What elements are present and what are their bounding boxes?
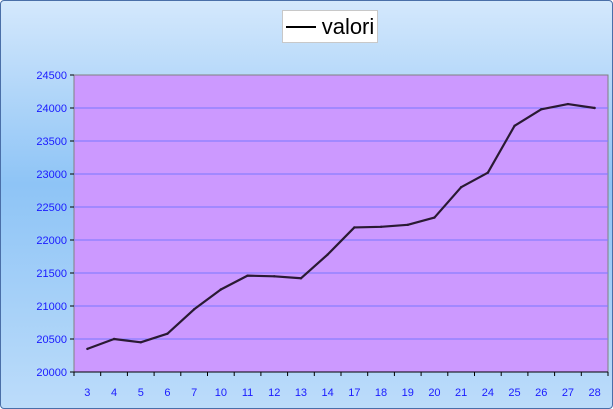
y-tick-label: 24500 bbox=[36, 70, 67, 82]
plot-area bbox=[73, 74, 609, 373]
x-tick-label: 14 bbox=[322, 387, 334, 399]
data-point bbox=[593, 106, 596, 110]
data-point bbox=[219, 288, 223, 291]
y-tick-label: 21000 bbox=[36, 301, 67, 313]
x-tick-label: 21 bbox=[455, 387, 467, 399]
y-tick-label: 20000 bbox=[36, 367, 67, 379]
y-tick-label: 23000 bbox=[36, 169, 67, 181]
data-point bbox=[406, 223, 409, 227]
data-point bbox=[112, 337, 116, 341]
x-tick-label: 13 bbox=[295, 387, 307, 399]
y-tick-label: 23500 bbox=[36, 136, 67, 148]
x-tick-label: 20 bbox=[428, 387, 440, 399]
x-tick-label: 26 bbox=[535, 387, 547, 399]
series-line-valori bbox=[86, 102, 595, 350]
y-tick-label: 22500 bbox=[36, 202, 67, 214]
data-point bbox=[513, 124, 516, 128]
x-tick-label: 4 bbox=[111, 387, 117, 399]
data-point bbox=[540, 108, 543, 111]
y-tick-label: 20500 bbox=[36, 334, 67, 346]
data-point bbox=[326, 253, 329, 256]
data-point bbox=[192, 308, 196, 311]
data-point bbox=[299, 277, 303, 280]
x-tick-label: 24 bbox=[482, 387, 494, 399]
data-point bbox=[379, 225, 383, 228]
data-point bbox=[246, 274, 249, 277]
x-tick-label: 7 bbox=[191, 387, 197, 399]
data-point bbox=[139, 341, 142, 344]
x-tick-label: 25 bbox=[508, 387, 520, 399]
y-tick-label: 22000 bbox=[36, 235, 67, 247]
x-tick-label: 19 bbox=[402, 387, 414, 399]
x-tick-label: 3 bbox=[84, 387, 90, 399]
x-tick-label: 28 bbox=[589, 387, 601, 399]
x-tick-label: 27 bbox=[562, 387, 574, 399]
y-tick-label: 24000 bbox=[36, 103, 67, 115]
x-tick-label: 12 bbox=[268, 387, 280, 399]
y-tick-label: 21500 bbox=[36, 268, 67, 280]
data-point bbox=[433, 216, 436, 219]
x-tick-label: 18 bbox=[375, 387, 387, 399]
legend-line-icon bbox=[285, 25, 316, 28]
x-tick-label: 10 bbox=[215, 387, 227, 399]
x-tick-label: 11 bbox=[242, 387, 253, 399]
x-tick-label: 17 bbox=[348, 387, 360, 399]
data-point bbox=[459, 186, 463, 189]
legend-label: valori bbox=[321, 13, 375, 39]
data-point bbox=[273, 275, 276, 278]
data-point bbox=[353, 226, 356, 229]
data-point bbox=[566, 102, 570, 106]
x-tick-label: 5 bbox=[138, 387, 144, 399]
data-point bbox=[166, 332, 169, 335]
legend: valori bbox=[282, 10, 378, 43]
data-point bbox=[86, 347, 89, 351]
x-tick-label: 6 bbox=[164, 387, 170, 399]
data-point bbox=[486, 171, 490, 174]
